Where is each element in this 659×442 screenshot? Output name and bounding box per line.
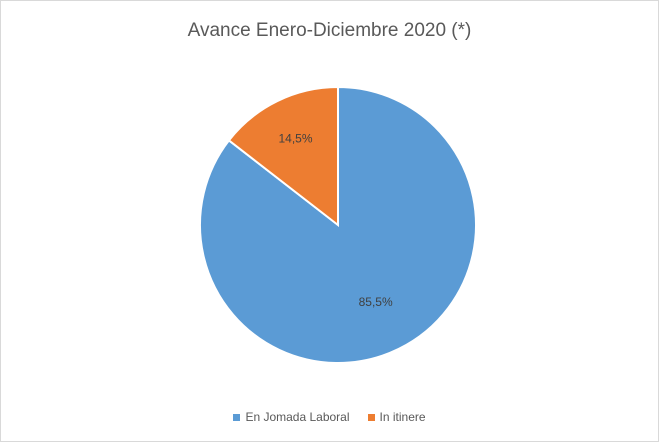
legend: En Jomada Laboral In itinere: [0, 410, 659, 424]
data-label-in-itinere: 14,5%: [278, 131, 312, 145]
legend-swatch-in-itinere: [367, 413, 375, 421]
legend-label-in-itinere: In itinere: [379, 410, 426, 424]
legend-item-in-itinere: In itinere: [367, 410, 426, 424]
data-label-en-jomada-laboral: 85,5%: [359, 295, 393, 309]
pie-slice-in-itinere: [227, 85, 339, 228]
chart-title: Avance Enero-Diciembre 2020 (*): [187, 20, 472, 41]
legend-swatch-en-jomada-laboral: [233, 413, 241, 421]
legend-label-en-jomada-laboral: En Jomada Laboral: [245, 410, 350, 424]
legend-item-en-jomada-laboral: En Jomada Laboral: [233, 410, 350, 424]
